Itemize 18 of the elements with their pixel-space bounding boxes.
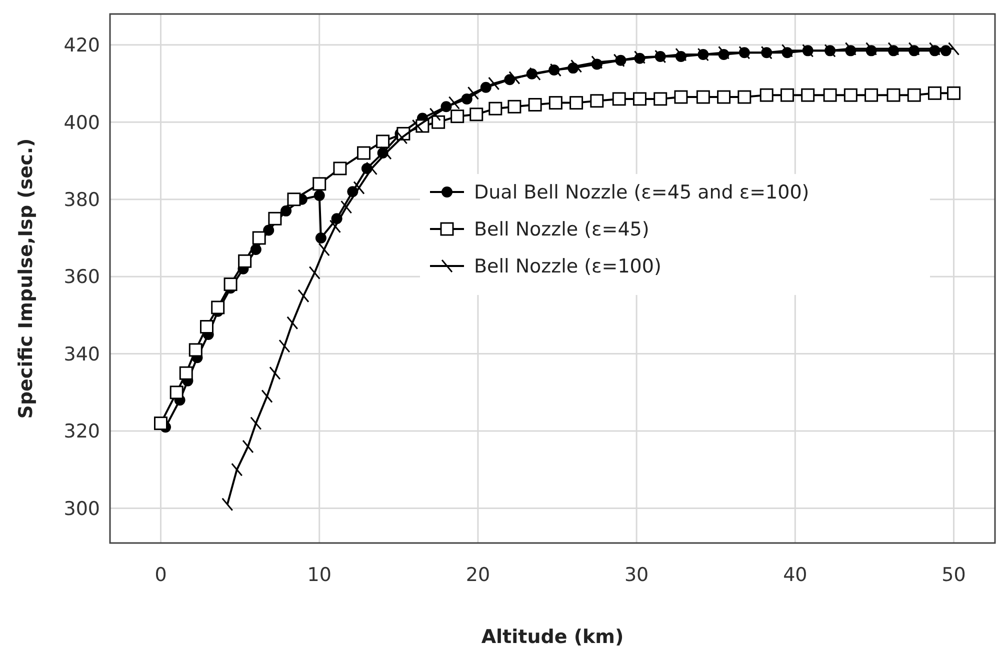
legend-label: Bell Nozzle (ε=100) (474, 256, 662, 278)
x-tick-label: 0 (154, 564, 167, 586)
x-tick-label: 40 (783, 564, 808, 586)
y-tick-label: 400 (64, 112, 100, 134)
y-tick-label: 360 (64, 266, 100, 288)
legend-label: Dual Bell Nozzle (ε=45 and ε=100) (474, 182, 810, 204)
y-tick-label: 340 (64, 343, 100, 366)
x-tick-label: 20 (466, 564, 490, 586)
x-tick-label: 30 (624, 564, 649, 586)
legend-label: Bell Nozzle (ε=45) (474, 218, 650, 241)
y-axis-title: Specific Impulse,Isp (sec.) (15, 138, 37, 419)
y-tick-label: 300 (64, 498, 100, 520)
y-tick-label: 380 (64, 188, 100, 211)
x-tick-label: 50 (942, 564, 966, 586)
x-tick-label: 10 (307, 564, 332, 586)
y-tick-label: 320 (64, 420, 100, 443)
y-tick-label: 420 (64, 34, 100, 57)
x-axis-title: Altitude (km) (481, 626, 624, 648)
